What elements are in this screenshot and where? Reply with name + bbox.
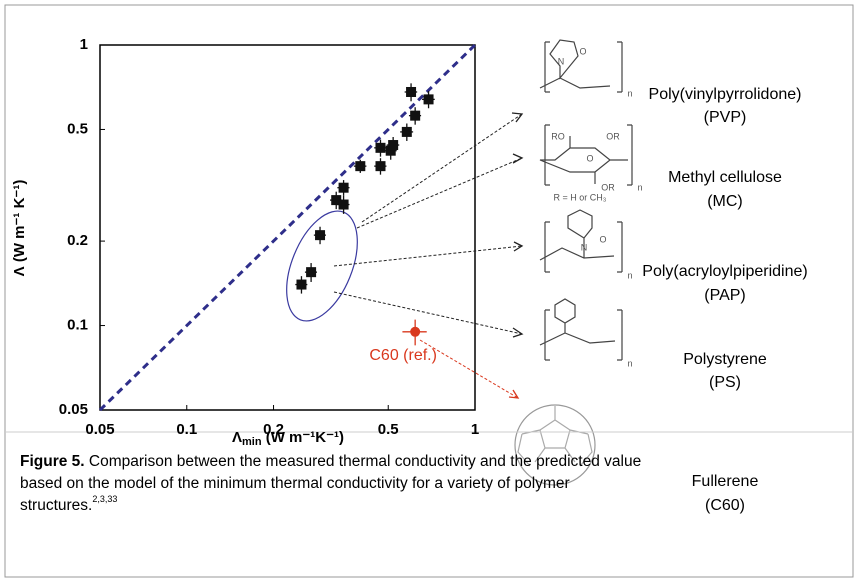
y-tick-label: 0.05 [59,401,88,418]
structure-atom: OR [606,131,620,141]
structure-name: Poly(vinylpyrrolidone) [649,86,802,103]
point [355,161,366,172]
y-tick-label: 0.1 [67,317,88,334]
x-tick-label: 0.2 [263,421,284,438]
plot-area [99,44,476,411]
point [385,145,396,156]
point [410,110,421,121]
point [338,182,349,193]
structure-name: Poly(acryloylpiperidine) [642,263,807,280]
structure-drawings [514,39,633,486]
structure-abbr: (PAP) [704,287,745,304]
structure-atom: O [586,153,593,163]
structure-atom: OR [601,182,615,192]
point [388,140,399,151]
y-axis-label: Λ (W m⁻¹ K⁻¹) [11,180,28,277]
reference-line [98,43,477,412]
structure-abbr: (PS) [709,374,741,391]
x-label-sub: min [242,436,262,448]
caption-text: structures. [20,497,92,514]
structure-name: Fullerene [692,473,759,490]
point [375,142,386,153]
point-label: C60 (ref.) [369,347,437,364]
point [401,126,412,137]
x-tick-label: 1 [471,421,479,438]
x-tick-label: 0.5 [378,421,399,438]
caption-label: Figure 5. [20,453,85,470]
caption-refs: 2,3,33 [92,494,117,504]
caption-text: based on the model of the minimum therma… [20,475,570,492]
structure-atom: RO [551,131,565,141]
point [315,230,326,241]
structure-abbr: (PVP) [704,109,747,126]
structure-abbr: (C60) [705,497,745,514]
x-tick-label: 0.1 [176,421,197,438]
structure-atom: n [627,88,632,98]
structure-name: Polystyrene [683,351,767,368]
structure-atom: R = H or CH₃ [554,192,607,202]
point [375,161,386,172]
arrowheads [508,112,524,399]
structure-name: Methyl cellulose [668,169,782,186]
structure-abbr: (MC) [707,193,743,210]
x-axis-label: Λmin (W m⁻¹K⁻¹) [232,429,344,448]
point [306,267,317,278]
point [296,279,307,290]
point [338,199,349,210]
group-ellipse [286,210,358,322]
structure-atom: O [599,234,606,244]
caption-line: structures.2,3,33 [20,494,117,514]
frame [4,4,854,578]
structure-atom: N [558,56,565,66]
x-tick-label: 0.05 [85,421,114,438]
structure-atom: N [581,242,588,252]
point [423,94,434,105]
caption-line: Figure 5. Comparison between the measure… [20,453,641,470]
x-label-unit: (W m⁻¹K⁻¹) [262,429,344,446]
arrows [333,113,523,399]
structure-atom: n [627,358,632,368]
y-tick-label: 1 [80,36,88,53]
caption-text: Comparison between the measured thermal … [85,453,642,470]
point [406,86,417,97]
caption-line: based on the model of the minimum therma… [20,475,570,492]
x-label-symbol: Λ [232,429,242,446]
structure-atom: n [637,182,642,192]
structure-atom: n [627,270,632,280]
y-tick-label: 0.5 [67,120,88,137]
y-tick-label: 0.2 [67,232,88,249]
structure-atom: O [579,46,586,56]
point [331,195,342,206]
point [410,326,421,337]
